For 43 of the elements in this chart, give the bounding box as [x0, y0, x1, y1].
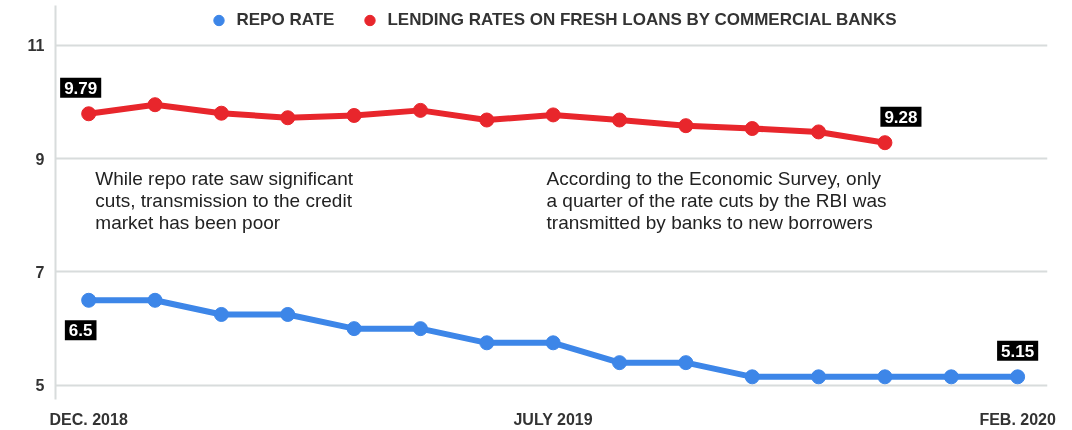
point: [811, 369, 827, 385]
y-tick-label: 11: [27, 37, 45, 55]
point: [545, 335, 561, 351]
x-tick-label: FEB. 2020: [979, 410, 1056, 428]
y-tick-label: 5: [35, 377, 45, 395]
legend-label: LENDING RATES ON FRESH LOANS BY COMMERCIAL BANKS: [387, 10, 897, 30]
point: [612, 355, 628, 371]
point: [81, 106, 97, 122]
point: [678, 355, 694, 371]
annotation: According to the Economic Survey, only a quarter of the rate cuts by the RBI was transmitted by banks to new borrowers: [546, 167, 887, 233]
x-tick-label: JULY 2019: [513, 410, 593, 428]
point: [877, 135, 893, 151]
data-label: 9.28: [884, 107, 918, 127]
x-tick-label: DEC. 2018: [49, 410, 128, 428]
point: [479, 335, 495, 351]
point: [1010, 369, 1026, 385]
data-label: 6.5: [68, 321, 93, 341]
legend-label: REPO RATE: [236, 10, 335, 30]
data-label: 5.15: [1001, 341, 1035, 361]
point: [545, 107, 561, 123]
point: [147, 97, 163, 113]
y-tick-label: 7: [35, 263, 45, 281]
point: [213, 105, 229, 121]
point: [81, 292, 97, 308]
annotation: While repo rate saw significant cuts, transmission to the credit market has been poor: [95, 167, 354, 233]
point: [147, 292, 163, 308]
point: [213, 306, 229, 322]
point: [346, 321, 362, 337]
y-tick-label: 9: [35, 150, 45, 168]
point: [280, 110, 296, 126]
point: [678, 118, 694, 134]
point: [877, 369, 893, 385]
point: [811, 124, 827, 140]
point: [412, 321, 428, 337]
point: [744, 121, 760, 136]
point: [943, 369, 959, 385]
point: [346, 107, 362, 123]
point: [412, 102, 428, 118]
point: [744, 369, 760, 385]
point: [280, 306, 296, 322]
point: [612, 112, 628, 128]
point: [479, 112, 495, 128]
data-label: 9.79: [64, 78, 98, 98]
